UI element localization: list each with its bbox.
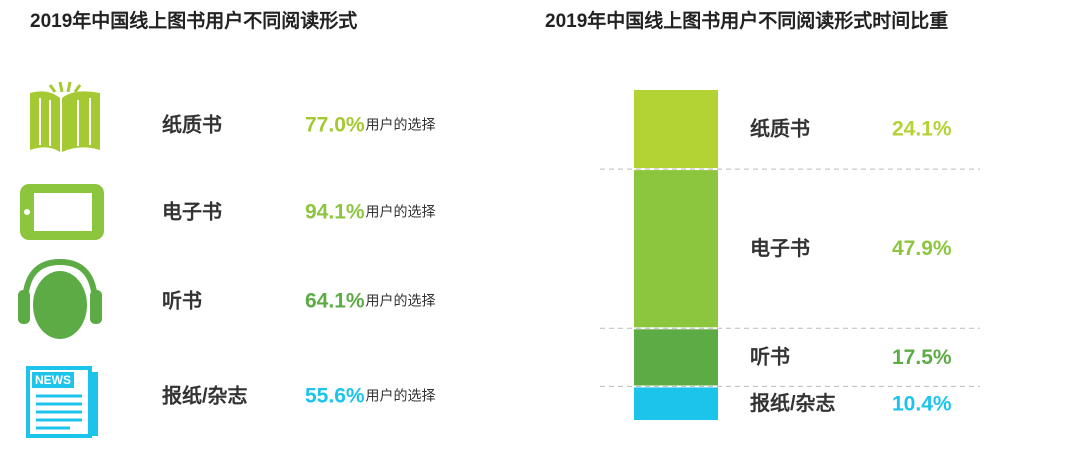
value-label: 47.9%: [892, 237, 952, 260]
value-suffix: 用户的选择: [366, 293, 436, 309]
bar-segment: [634, 387, 718, 420]
category-label: 报纸/杂志: [750, 391, 836, 415]
news-icon: NEWS: [26, 366, 98, 438]
value-label: 17.5%: [892, 346, 952, 369]
tablet-icon: [20, 184, 104, 240]
value-label: 24.1%: [892, 118, 952, 141]
bar-segment: [634, 170, 718, 328]
category-label: 听书: [162, 289, 202, 312]
bar-segment: [634, 329, 718, 386]
category-label: 纸质书: [750, 116, 810, 140]
value-label: 64.1%: [305, 290, 365, 313]
value-label: 77.0%: [305, 114, 365, 137]
value-suffix: 用户的选择: [366, 204, 436, 220]
value-label: 10.4%: [892, 392, 952, 415]
value-label: 55.6%: [305, 385, 365, 408]
category-label: 电子书: [162, 200, 222, 223]
value-suffix: 用户的选择: [366, 388, 436, 404]
news-icon-label: NEWS: [35, 373, 71, 387]
value-label: 94.1%: [305, 201, 365, 224]
value-suffix: 用户的选择: [366, 117, 436, 133]
category-label: 听书: [750, 346, 790, 369]
book-icon: [30, 81, 100, 152]
right-title: 2019年中国线上图书用户不同阅读形式时间比重: [545, 9, 948, 32]
category-label: 纸质书: [162, 112, 222, 136]
left-title: 2019年中国线上图书用户不同阅读形式: [30, 9, 357, 32]
category-label: 电子书: [750, 237, 810, 260]
category-label: 报纸/杂志: [162, 383, 248, 407]
bar-segment: [634, 90, 718, 169]
headphone-icon: [18, 258, 102, 339]
